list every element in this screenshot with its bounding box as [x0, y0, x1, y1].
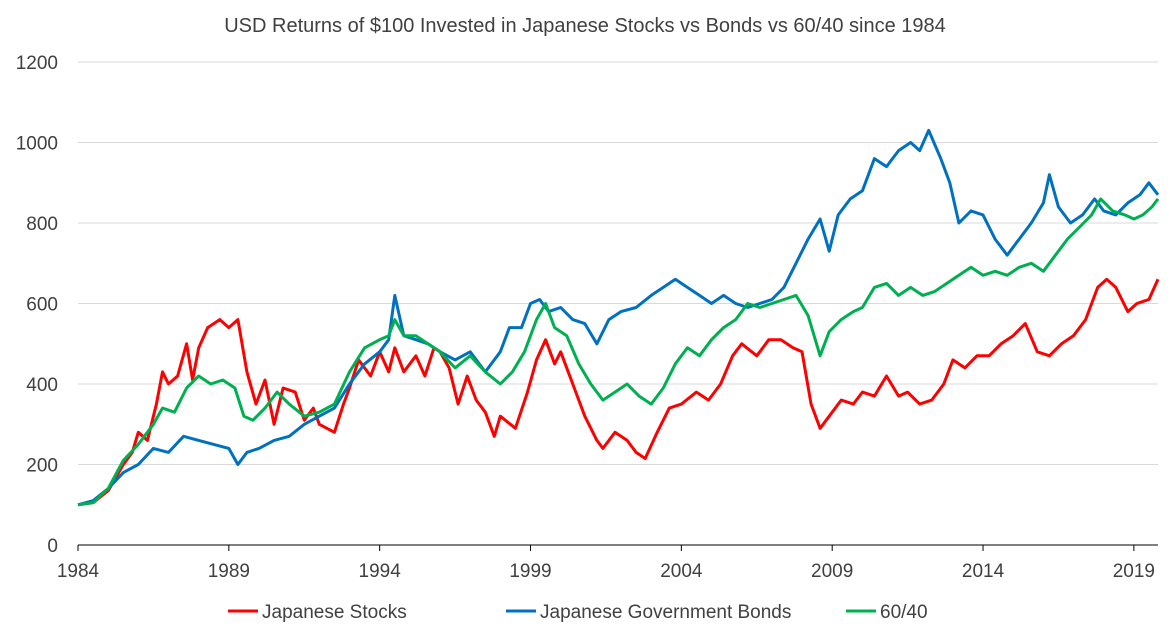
- y-tick-label-400: 400: [26, 375, 58, 396]
- x-tick-label-1989: 1989: [208, 561, 250, 582]
- x-tick-label-2014: 2014: [962, 561, 1005, 582]
- legend-label-0: Japanese Stocks: [262, 602, 407, 623]
- y-tick-label-1200: 1200: [16, 53, 58, 74]
- x-tick-label-2009: 2009: [811, 561, 853, 582]
- series-line-2: [77, 197, 1160, 507]
- legend-label-2: 60/40: [880, 602, 928, 623]
- chart-title: USD Returns of $100 Invested in Japanese…: [224, 15, 946, 37]
- x-axis: 1984 1989 1994 1999 2004 2009 2014 2019: [57, 544, 1158, 582]
- y-tick-label-1000: 1000: [16, 134, 58, 155]
- series-line-0: [77, 277, 1160, 507]
- y-tick-label-600: 600: [26, 295, 58, 316]
- gridlines: [78, 61, 1158, 465]
- x-tick-label-1994: 1994: [359, 561, 402, 582]
- legend: Japanese Stocks Japanese Government Bonds…: [228, 602, 928, 623]
- x-tick-label-1984: 1984: [57, 561, 100, 582]
- y-tick-label-0: 0: [47, 536, 58, 557]
- x-tick-label-2019: 2019: [1113, 561, 1155, 582]
- y-tick-label-200: 200: [26, 456, 58, 477]
- legend-label-1: Japanese Government Bonds: [540, 602, 791, 623]
- series-line-1: [77, 128, 1160, 507]
- y-axis: 0 200 400 600 800 1000 1200: [16, 53, 58, 557]
- x-tick-label-2004: 2004: [660, 561, 703, 582]
- x-tick-label-1999: 1999: [509, 561, 551, 582]
- y-tick-label-800: 800: [26, 214, 58, 235]
- series-lines: [77, 128, 1160, 507]
